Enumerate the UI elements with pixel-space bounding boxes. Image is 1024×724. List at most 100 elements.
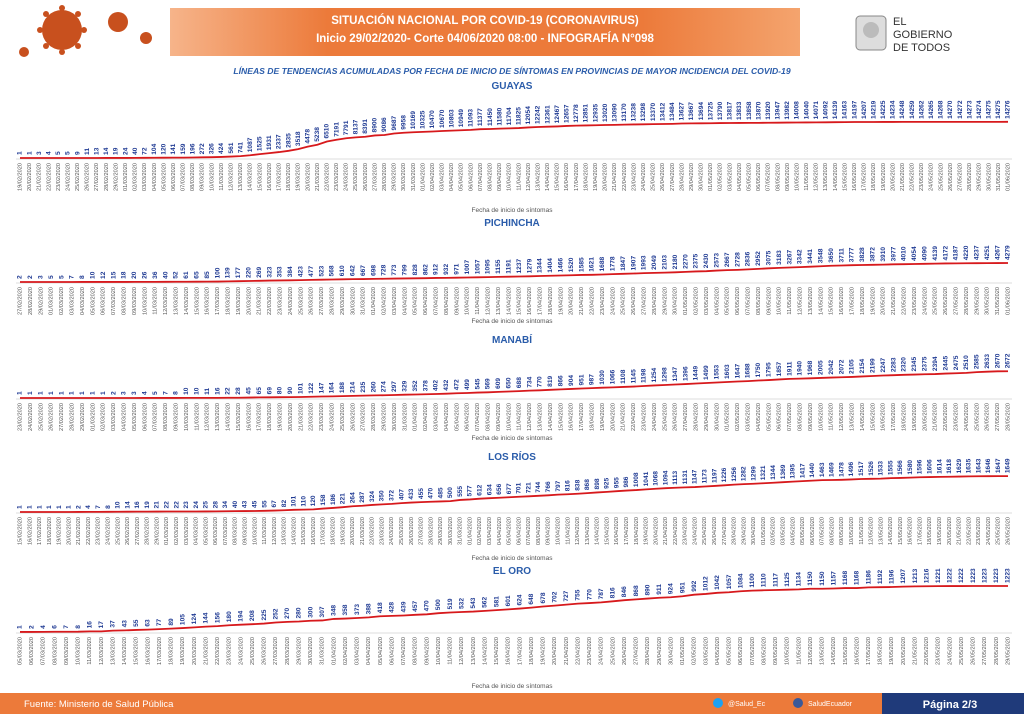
date-label: 15/02/2020 [17,517,23,545]
date-label: 13/05/2020 [878,517,884,545]
value-label: 1857 [776,361,783,376]
date-label: 30/04/2020 [699,163,705,191]
value-label: 561 [228,142,235,153]
page-number: Página 2/3 [923,699,977,711]
date-label: 29/02/2020 [154,517,160,545]
date-label: 07/05/2020 [766,163,772,191]
value-label: 4010 [901,246,908,261]
date-label: 27/03/2020 [273,637,279,665]
date-label: 14/03/2020 [122,637,128,665]
value-label: 14092 [822,101,829,120]
date-label: 10/04/2020 [465,287,471,315]
date-label: 14/03/2020 [248,163,254,191]
value-label: 22 [225,387,232,395]
date-label: 07/04/2020 [526,517,532,545]
date-label: 30/05/2020 [985,287,991,315]
value-label: 423 [298,266,305,277]
date-label: 20/03/2020 [288,403,294,431]
value-label: 8137 [352,119,359,134]
value-label: 85 [204,271,211,279]
date-label: 02/03/2020 [174,517,180,545]
date-label: 08/05/2020 [829,517,835,545]
date-label: 06/03/2020 [213,517,219,545]
value-label: 16 [86,621,93,629]
date-label: 02/03/2020 [101,403,107,431]
value-label: 2672 [1005,353,1012,368]
value-label: 13858 [746,101,753,120]
date-label: 10/03/2020 [252,517,258,545]
value-label: 1993 [641,255,648,270]
date-label: 27/02/2020 [94,163,100,191]
value-label: 2154 [859,358,866,373]
date-label: 01/05/2020 [680,637,686,665]
date-label: 03/05/2020 [780,517,786,545]
value-label: 3075 [766,250,773,265]
value-label: 555 [457,486,464,497]
date-label: 14/05/2020 [860,403,866,431]
value-label: 2728 [734,252,741,267]
value-label: 1157 [830,571,837,586]
value-label: 11825 [516,107,523,125]
date-label: 01/04/2020 [420,163,426,191]
value-label: 196 [189,143,196,154]
value-label: 1907 [630,256,637,271]
value-label: 12 [100,271,107,279]
value-label: 324 [369,491,376,502]
date-label: 11/05/2020 [829,403,835,431]
header-title: SITUACIÓN NACIONAL POR COVID-19 (CORONAV… [331,14,639,27]
value-label: 1614 [936,459,943,474]
value-label: 624 [517,594,524,605]
date-label: 11/04/2020 [448,637,454,665]
value-label: 13020 [602,103,609,122]
value-label: 499 [464,379,471,390]
value-label: 1007 [464,260,471,275]
date-label: 10/04/2020 [506,403,512,431]
value-label: 7 [69,275,76,279]
date-label: 15/03/2020 [301,517,307,545]
date-label: 08/04/2020 [485,403,491,431]
date-label: 16/03/2020 [267,163,273,191]
date-label: 14/04/2020 [595,517,601,545]
value-label: 648 [528,593,535,604]
value-label: 3 [38,275,45,279]
value-label: 3 [36,151,43,155]
value-label: 3711 [838,248,845,263]
value-label: 577 [467,485,474,496]
value-label: 65 [194,271,201,279]
date-label: 22/02/2020 [46,163,52,191]
value-label: 955 [613,477,620,488]
value-label: 124 [191,613,198,624]
date-label: 12/03/2020 [205,403,211,431]
date-label: 21/05/2020 [912,637,918,665]
date-label: 17/03/2020 [321,517,327,545]
date-label: 15/03/2020 [236,403,242,431]
value-label: 2836 [745,251,752,266]
value-label: 13238 [631,103,638,122]
date-label: 26/04/2020 [622,637,628,665]
value-label: 1 [79,391,86,395]
value-label: 34 [222,501,229,509]
date-label: 02/05/2020 [735,403,741,431]
value-label: 1012 [703,576,710,591]
date-label: 09/05/2020 [785,163,791,191]
date-label: 05/05/2020 [766,403,772,431]
value-label: 177 [235,267,242,278]
value-label: 18 [121,271,128,279]
date-label: 16/04/2020 [564,163,570,191]
date-label: 23/05/2020 [976,517,982,545]
date-label: 11/04/2020 [565,517,571,545]
value-label: 1621 [589,257,596,272]
date-label: 21/03/2020 [257,287,263,315]
date-label: 07/04/2020 [401,637,407,665]
value-label: 14139 [832,101,839,120]
date-label: 23/02/2020 [96,517,102,545]
value-label: 1847 [620,256,627,271]
value-label: 13090 [611,103,618,122]
date-label: 22/02/2020 [86,517,92,545]
date-label: 16/04/2020 [614,517,620,545]
value-label: 260 [370,381,377,392]
date-label: 30/05/2020 [986,163,992,191]
date-label: 07/04/2020 [433,287,439,315]
date-label: 17/05/2020 [866,637,872,665]
footer-facebook: SaludEcuador [808,701,853,708]
